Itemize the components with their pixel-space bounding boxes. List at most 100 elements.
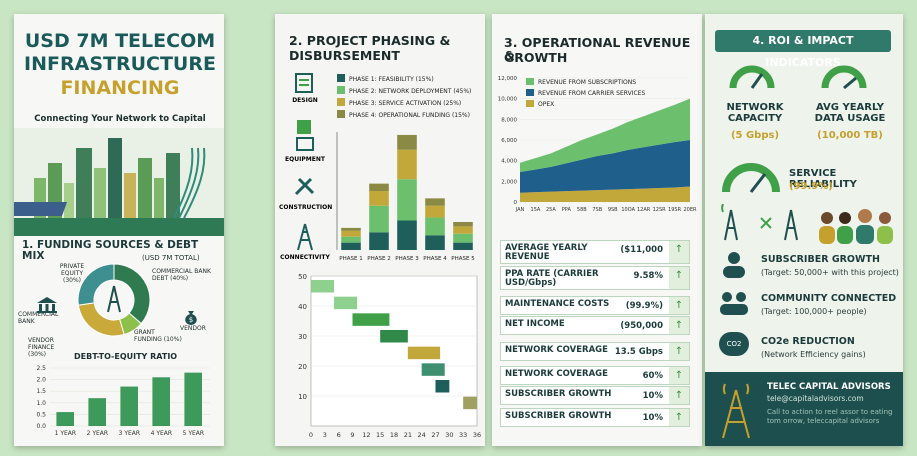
debt-equity-bar-chart: 0.0 0.5 1.0 1.5 2.0 2.5 1 YEAR 2 YEAR 3 YEAR 4 YE… (36, 365, 210, 437)
gantt-y-tick: 40 (298, 303, 307, 311)
area-x-tick: 12SR (653, 207, 667, 213)
gantt-x-tick: 27 (431, 431, 439, 439)
area-x-tick: 20ER (684, 207, 698, 213)
footer-email[interactable]: tele@capitaladvisors.com (767, 394, 864, 403)
equipment-label: EQUIPMENT (285, 156, 325, 163)
metric-label: MAINTENANCE COSTS (505, 299, 610, 309)
title-line-2: INFRASTRUCTURE (24, 53, 216, 75)
phase-stacked-bar-chart: PHASE 1 PHASE 2 PHASE 3 PHASE 4 PHASE 5 (336, 132, 475, 262)
revenue-panel: 3. OPERATIONAL REVENUE & GROWTH 0 2,000 4,… (492, 14, 702, 446)
up-arrow-icon: ↑ (669, 343, 689, 360)
capacity-gauge-icon (729, 65, 775, 89)
ratio-y-tick: 2.5 (36, 365, 46, 372)
donut-slice-1 (113, 263, 151, 325)
reliability-value: (99.9%) (789, 181, 833, 192)
phase-bar-segment (397, 149, 417, 180)
phasing-panel: 2. PROJECT PHASING & DISBURSEMENT DESIGN… (275, 14, 485, 446)
subscriber-icon (723, 252, 745, 278)
ratio-bar (152, 377, 170, 426)
metric-label: AVERAGE YEARLY REVENUE (505, 243, 588, 262)
gantt-x-tick: 36 (473, 431, 481, 439)
area-x-tick: 9SB (608, 207, 618, 213)
capacity-label: NETWORK CAPACITY (726, 102, 784, 124)
area-legend-label: OPEX (538, 101, 554, 108)
area-x-tick: 10OA (621, 207, 635, 213)
roi-title: 4. ROI & IMPACT INDICATORS (752, 34, 854, 69)
phase-bar-segment (397, 220, 417, 250)
construction-label: CONSTRUCTION (279, 204, 333, 211)
phase-bar-segment (453, 233, 473, 243)
gantt-x-tick: 24 (418, 431, 426, 439)
roi-header: 4. ROI & IMPACT INDICATORS (715, 30, 891, 69)
phase-bar-segment (425, 217, 445, 236)
title-line-1: USD 7M TELECOM (24, 30, 216, 52)
metric-label: NETWORK COVERAGE (505, 345, 608, 355)
area-y-tick: 2,000 (501, 179, 517, 185)
up-arrow-icon: ↑ (669, 387, 689, 404)
phase-bar-segment (397, 179, 417, 221)
metric-row: PPA RATE (CARRIER USD/Gbps) 9.58% ↑ (500, 266, 690, 290)
area-legend-swatch (526, 89, 534, 96)
funding-panel: USD 7M TELECOM INFRASTRUCTURE FINANCING … (14, 14, 224, 446)
area-legend-swatch (526, 78, 534, 85)
label-private-equity: PRIVATE EQUITY (30%) (59, 263, 85, 284)
phase-x-tick: PHASE 5 (451, 256, 475, 262)
footer-cta: Call to action to reel assor to eating t… (767, 408, 893, 425)
up-arrow-icon: ↑ (669, 267, 689, 289)
phase-bar-segment (341, 227, 361, 231)
phase-bar-segment (341, 242, 361, 250)
revenue-title-2: GROWTH (504, 50, 568, 65)
phase-bar-segment (453, 242, 473, 250)
up-arrow-icon: ↑ (669, 409, 689, 426)
metric-label: PPA RATE (CARRIER USD/Gbps) (505, 269, 599, 288)
funding-donut-chart (77, 263, 151, 337)
area-x-tick: 7SB (592, 207, 602, 213)
label-vendor-finance: VENDOR FINANCE (30%) (28, 337, 55, 358)
co2-cloud-icon: CO2 (719, 332, 749, 356)
phase-bar-segment (341, 230, 361, 237)
revenue-area-chart: 0 2,000 4,000 6,000 8,000 10,000 12,000 JAN 15A 2… (498, 76, 698, 213)
metric-label: NETWORK COVERAGE (505, 369, 608, 379)
donut-slice-3 (77, 302, 125, 337)
design-label: DESIGN (292, 97, 318, 104)
footer-company: TELEC CAPITAL ADVISORS (767, 382, 891, 392)
ratio-y-tick: 1.5 (36, 388, 46, 395)
gantt-y-tick: 20 (298, 363, 307, 371)
label-vendor: VENDOR (180, 325, 206, 332)
gantt-bar (407, 346, 441, 360)
co2-sub: (Network Efficiency gains) (761, 350, 866, 359)
phasing-title-2: DISBURSEMENT (289, 48, 400, 63)
metric-row: SUBSCRIBER GROWTH 10% ↑ (500, 386, 690, 405)
area-x-tick: 58B (577, 207, 587, 213)
gantt-x-tick: 3 (323, 431, 327, 439)
ratio-y-tick: 0.0 (36, 423, 46, 430)
phase-x-tick: PHASE 2 (367, 256, 390, 262)
gantt-y-tick: 10 (298, 393, 307, 401)
community-sub: (Target: 100,000+ people) (761, 307, 867, 316)
gantt-bar (435, 380, 450, 393)
area-series (520, 140, 690, 193)
phase-x-tick: PHASE 3 (395, 256, 419, 262)
area-x-tick: 15A (531, 207, 541, 213)
tagline: Connecting Your Network to Capital (34, 114, 206, 124)
phase-legend-label: PHASE 2: NETWORK DEPLOYMENT (45%) (349, 88, 471, 95)
ratio-bar (120, 386, 138, 426)
metric-value: (99.9%) (625, 301, 663, 311)
people-group-icon (819, 209, 893, 244)
area-series (520, 186, 690, 202)
footer-block: TELEC CAPITAL ADVISORS tele@capitaladvis… (705, 372, 903, 446)
construction-tools-icon (294, 177, 315, 196)
gantt-y-tick: 30 (298, 333, 307, 341)
label-commercial-bank: COMMERCIAL BANK (18, 311, 59, 325)
subscriber-growth-title: SUBSCRIBER GROWTH (761, 254, 880, 265)
gantt-y-tick: 50 (298, 273, 307, 281)
phase-bar-segment (425, 205, 445, 218)
bank-icon (37, 297, 57, 313)
area-legend-label: REVENUE FROM SUBSCRIPTIONS (538, 79, 636, 86)
metric-row: NETWORK COVERAGE 13.5 Gbps ↑ (500, 342, 690, 361)
phase-bar-segment (341, 236, 361, 243)
revenue-title-1: 3. OPERATIONAL REVENUE & (504, 35, 691, 64)
area-legend-swatch (526, 100, 534, 107)
gantt-bar (334, 296, 358, 310)
metric-value: 10% (642, 391, 663, 401)
